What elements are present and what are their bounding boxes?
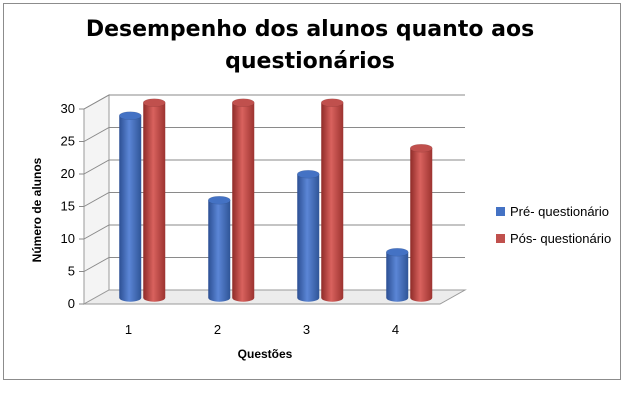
chart-frame: Desempenho dos alunos quanto aos questio… [3,3,621,380]
y-axis-title: Número de alunos [30,157,44,262]
bar [232,98,255,302]
bar-top [297,169,320,179]
legend: Pré- questionário Pós- questionário [496,204,611,246]
bar-body [386,252,409,302]
gridline [83,94,465,110]
x-axis-ticks: 1 2 3 4 [125,322,399,337]
bar [386,247,409,302]
x-tick-label: 3 [303,322,310,337]
y-axis-ticks: 0 5 10 15 20 25 30 [61,101,84,311]
gridline [83,159,465,175]
x-tick-label: 4 [392,322,399,337]
bar [297,169,320,302]
bar-top [119,111,142,120]
bar-body [119,115,142,302]
bar-top [232,98,255,107]
bar [208,195,231,302]
bar-top [143,98,166,107]
legend-swatch [496,234,505,243]
bar-top [410,143,433,153]
gridline [83,224,465,240]
chart-svg: Desempenho dos alunos quanto aos questio… [30,17,611,361]
chart-title-line-1: Desempenho dos alunos quanto aos [86,17,534,42]
floor [82,289,467,305]
chart-title-line-2: questionários [225,49,395,74]
plot-walls [82,94,467,305]
bar-body [410,148,433,302]
x-tick-label: 1 [125,322,132,337]
bar [143,98,166,302]
bar-top [321,98,344,107]
bar-body [297,174,320,302]
legend-swatch [496,207,505,216]
gridline [83,127,465,142]
bar [321,98,344,302]
y-tick-label: 0 [68,296,75,311]
x-axis-title: Questões [238,347,293,361]
y-tick-label: 25 [61,134,75,149]
bar-body [321,102,344,302]
y-tick-label: 30 [61,101,75,116]
legend-label: Pré- questionário [510,204,609,219]
bar-top [386,247,409,257]
y-tick-label: 5 [68,264,75,279]
bars [119,98,433,302]
legend-label: Pós- questionário [510,231,611,246]
gridline [83,192,465,207]
y-tick-label: 15 [61,199,75,214]
x-tick-label: 2 [214,322,221,337]
bar-body [143,102,166,302]
bar-body [208,200,231,302]
bar [119,111,142,302]
y-tick-label: 10 [61,231,75,246]
gridline [83,257,465,272]
bar-body [232,102,255,302]
y-tick-label: 20 [61,166,75,181]
bar-top [208,195,231,205]
grid-lines [83,94,465,272]
bar [410,143,433,302]
